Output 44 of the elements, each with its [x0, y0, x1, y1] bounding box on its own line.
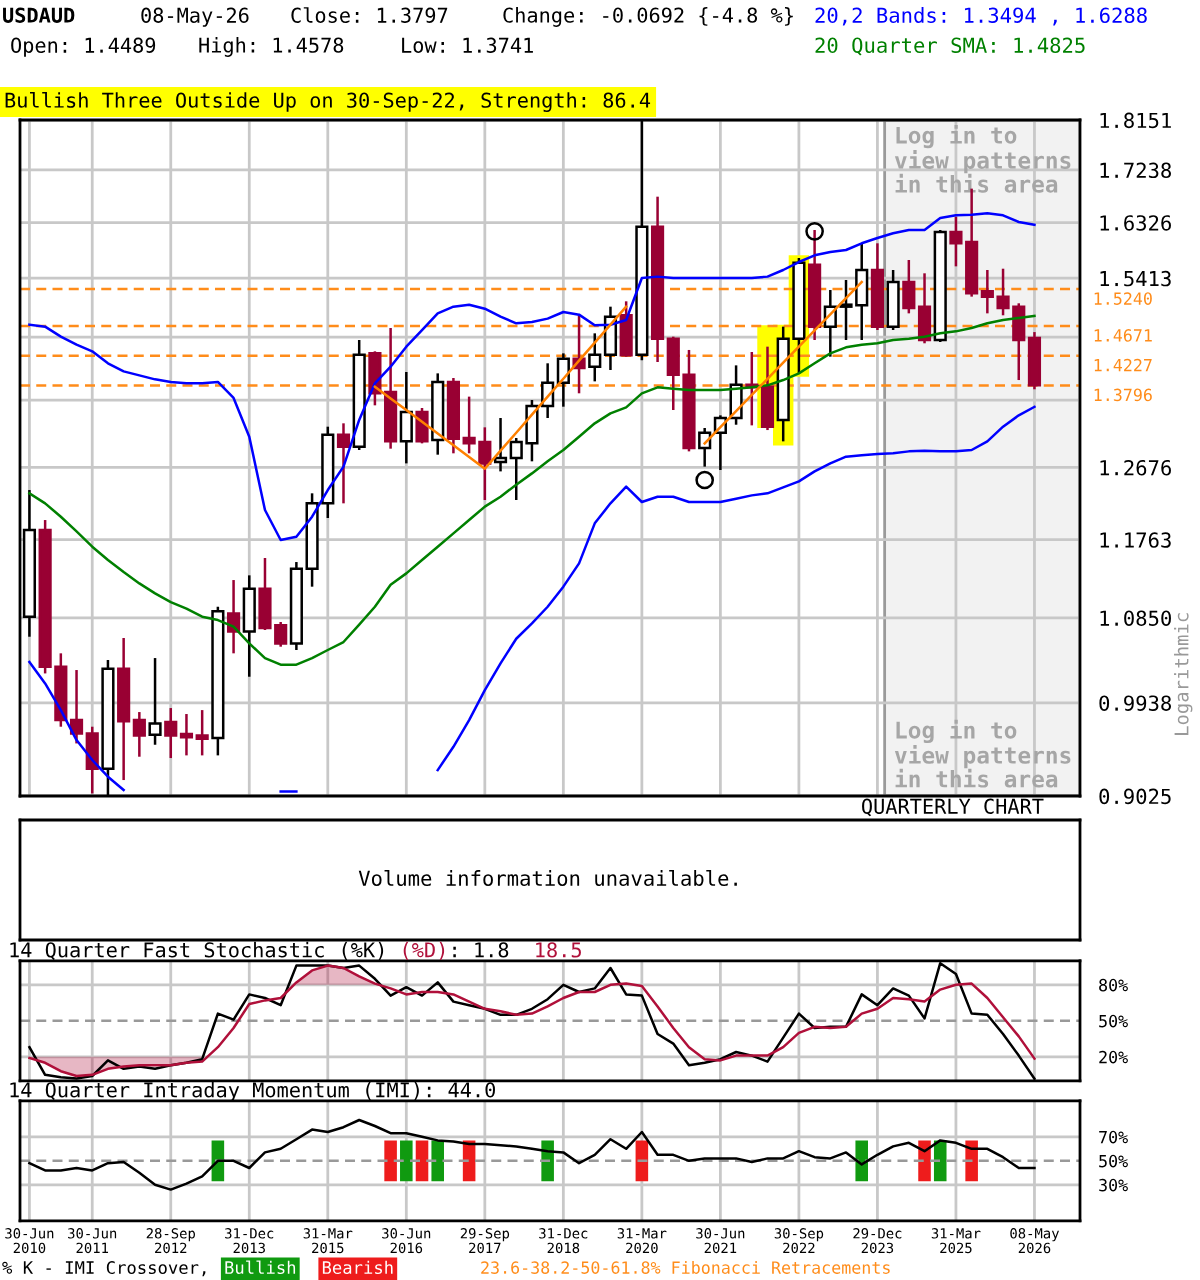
chart-title: 14 Quarter Fast Stochastic [10, 941, 324, 960]
text: 08-May-26 [141, 7, 249, 27]
ref-line-label: 1.4227 [1094, 358, 1152, 372]
text: Close: 1.3797 [291, 7, 448, 23]
text: Low: 1.3741 [402, 37, 533, 53]
y-tick-label: 1.8151 [1100, 112, 1171, 129]
y-tick-label: 30% [1099, 1178, 1128, 1192]
text: Bearish [322, 1260, 393, 1275]
y-tick-label: 1.1763 [1100, 532, 1171, 548]
y-tick-label: 70% [1099, 1130, 1128, 1144]
y-tick-label: 1.5413 [1100, 270, 1171, 287]
text: Open: 1.4489 [11, 37, 156, 57]
ref-line-label: 1.4671 [1094, 329, 1152, 342]
y-tick-label: 80% [1099, 978, 1128, 992]
y-tick-label: 50% [1099, 1154, 1128, 1168]
text: 23.6-38.2-50-61.8% Fibonacci Retracements [481, 1260, 890, 1274]
y-tick-label: 0.9025 [1099, 788, 1171, 805]
ref-line-label: 1.3796 [1094, 388, 1152, 402]
y-tick-label: 20% [1099, 1050, 1128, 1064]
y-tick-label: 50% [1099, 1014, 1128, 1028]
chart-title: 14 Quarter Intraday Momentum (IMI): 44.0 [10, 1081, 496, 1102]
y-tick-label: 0.9938 [1099, 695, 1171, 711]
text: 20 Quarter SMA: 1.4825 [815, 37, 1085, 56]
text: Volume information unavailable. [358, 870, 737, 887]
y-axis-title: Logarithmic [1174, 613, 1193, 735]
y-tick-label: 1.6326 [1100, 215, 1171, 231]
text: Change: -0.0692 {-4.8 %} [503, 7, 793, 27]
y-tick-label: 1.0850 [1100, 610, 1171, 626]
ref-line-label: 1.5240 [1094, 292, 1152, 305]
legend-title: % K - IMI Crossover, [2, 1261, 206, 1277]
text: 18.5 [536, 942, 581, 958]
series-label: (%K) [342, 941, 384, 960]
y-tick-label: 1.2676 [1100, 459, 1171, 476]
text: : 1.8 [453, 942, 509, 958]
text: High: 1.4578 [199, 37, 344, 57]
chart-subtitle: Bullish Three Outside Up on 30-Sep-22, Strength: 86.4 [5, 92, 651, 112]
y-tick-label: 1.7238 [1100, 162, 1171, 179]
annotation: Log in to view patterns in this area [894, 719, 1071, 788]
text: Bullish [225, 1260, 296, 1275]
text: 20,2 Bands: 1.3494 , 1.6288 [815, 7, 1147, 26]
series-label: (%D) [403, 941, 445, 960]
annotation: Log in to view patterns in this area [894, 124, 1071, 193]
text: QUARTERLY CHART [862, 798, 1044, 817]
chart-title: USDAUD [3, 7, 75, 23]
